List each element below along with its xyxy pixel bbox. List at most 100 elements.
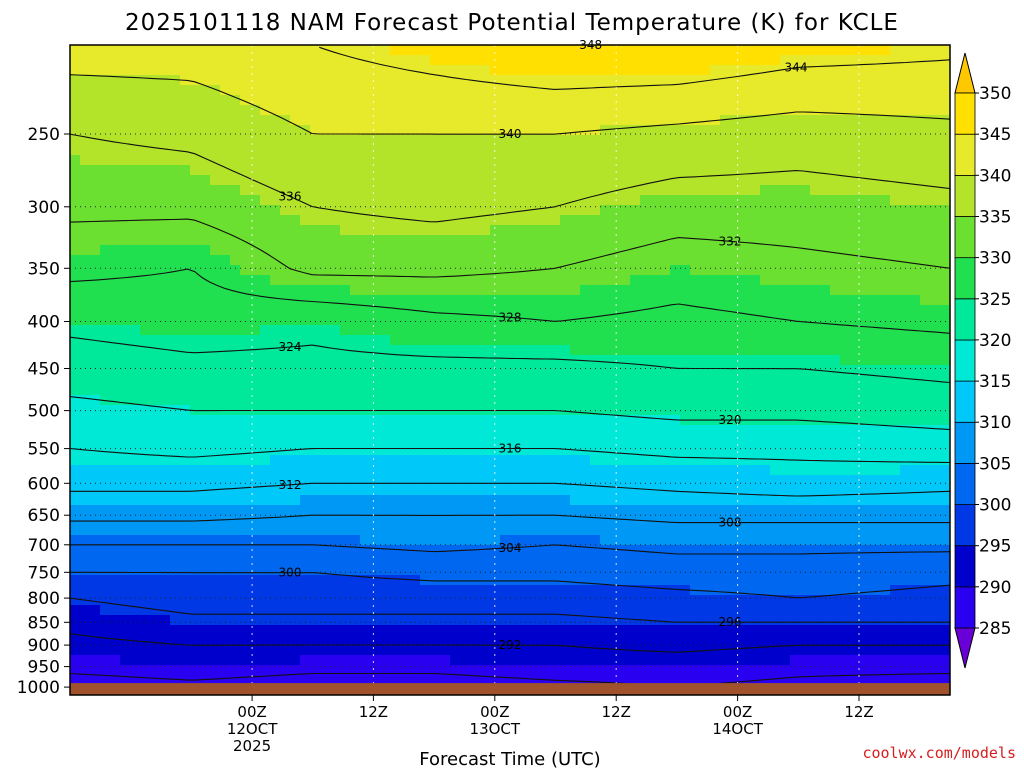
field-cell [670, 235, 681, 246]
field-cell [910, 205, 921, 216]
field-cell [590, 305, 601, 316]
field-cell [550, 535, 561, 546]
field-cell [830, 245, 841, 256]
field-cell [480, 95, 491, 106]
field-cell [740, 365, 751, 376]
field-cell [730, 45, 741, 56]
field-cell [510, 595, 521, 606]
field-cell [310, 75, 321, 86]
field-cell [260, 235, 271, 246]
field-cell [290, 455, 301, 466]
field-cell [380, 45, 391, 56]
field-cell [340, 465, 351, 476]
field-cell [310, 195, 321, 206]
field-cell [530, 75, 541, 86]
field-cell [120, 55, 131, 66]
field-cell [140, 445, 151, 456]
field-cell [620, 315, 631, 326]
field-cell [490, 395, 501, 406]
field-cell [850, 95, 861, 106]
field-cell [230, 245, 241, 256]
field-cell [100, 195, 111, 206]
field-cell [260, 455, 271, 466]
field-cell [400, 355, 411, 366]
field-cell [680, 555, 691, 566]
field-cell [90, 95, 101, 106]
field-cell [720, 355, 731, 366]
field-cell [640, 385, 651, 396]
field-cell [580, 245, 591, 256]
field-cell [840, 75, 851, 86]
field-cell [410, 525, 421, 536]
field-cell [660, 205, 671, 216]
field-cell [900, 495, 911, 506]
field-cell [880, 265, 891, 276]
field-cell [420, 535, 431, 546]
field-cell [350, 555, 361, 566]
field-cell [810, 445, 821, 456]
field-cell [750, 115, 761, 126]
field-cell [450, 235, 461, 246]
field-cell [290, 505, 301, 516]
field-cell [220, 515, 231, 526]
field-cell [520, 425, 531, 436]
field-cell [900, 425, 911, 436]
field-cell [430, 205, 441, 216]
field-cell [730, 265, 741, 276]
field-cell [100, 295, 111, 306]
field-cell [80, 295, 91, 306]
field-cell [230, 195, 241, 206]
field-cell [590, 585, 601, 596]
field-cell [120, 325, 131, 336]
field-cell [280, 255, 291, 266]
field-cell [840, 95, 851, 106]
field-cell [760, 545, 771, 556]
field-cell [350, 315, 361, 326]
field-cell [940, 455, 950, 466]
field-cell [710, 105, 721, 116]
field-cell [640, 185, 651, 196]
field-cell [870, 475, 881, 486]
field-cell [230, 285, 241, 296]
field-cell [890, 55, 901, 66]
field-cell [180, 195, 191, 206]
field-cell [390, 325, 401, 336]
field-cell [910, 315, 921, 326]
field-cell [860, 115, 871, 126]
field-cell [220, 145, 231, 156]
field-cell [250, 325, 261, 336]
field-cell [660, 545, 671, 556]
field-cell [480, 415, 491, 426]
field-cell [210, 525, 221, 536]
field-cell [680, 195, 691, 206]
field-cell [580, 135, 591, 146]
field-cell [220, 185, 231, 196]
field-cell [810, 525, 821, 536]
field-cell [550, 575, 561, 586]
field-cell [590, 85, 601, 96]
field-cell [840, 125, 851, 136]
field-cell [640, 595, 651, 606]
field-cell [590, 135, 601, 146]
field-cell [510, 245, 521, 256]
field-cell [900, 355, 911, 366]
field-cell [840, 475, 851, 486]
field-cell [790, 315, 801, 326]
field-cell [470, 565, 481, 576]
field-cell [220, 245, 231, 256]
field-cell [310, 155, 321, 166]
field-cell [620, 295, 631, 306]
field-cell [420, 415, 431, 426]
field-cell [240, 595, 251, 606]
field-cell [730, 275, 741, 286]
field-cell [700, 315, 711, 326]
field-cell [580, 435, 591, 446]
field-cell [880, 565, 891, 576]
field-cell [140, 95, 151, 106]
field-cell [90, 85, 101, 96]
field-cell [740, 95, 751, 106]
field-cell [100, 555, 111, 566]
field-cell [870, 445, 881, 456]
field-cell [530, 585, 541, 596]
field-cell [630, 395, 641, 406]
